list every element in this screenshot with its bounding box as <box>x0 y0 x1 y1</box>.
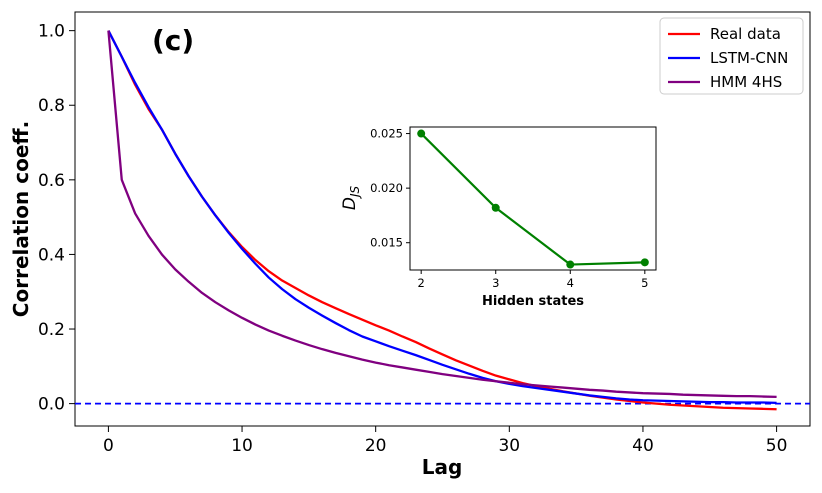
y-tick-label: 0.8 <box>38 96 65 116</box>
y-tick-label: 1.0 <box>38 22 65 42</box>
inset-y-axis: 0.015 0.020 0.025 <box>370 127 410 250</box>
main-series-group <box>107 30 777 411</box>
y-tick-label: 0.6 <box>38 171 65 191</box>
series-line-lstm-cnn <box>107 30 777 405</box>
main-x-axis: 0 10 20 30 40 50 <box>103 426 787 456</box>
inset-data-point <box>640 258 649 267</box>
legend: Real data LSTM-CNN HMM 4HS <box>659 17 804 95</box>
inset-x-tick-label: 2 <box>418 276 425 290</box>
inset-y-tick-label: 0.025 <box>370 127 403 141</box>
inset-y-axis-title-subscript: JS <box>348 185 362 199</box>
legend-label: Real data <box>710 25 781 43</box>
x-axis-title: Lag <box>422 455 463 479</box>
panel-label: (c) <box>152 24 194 57</box>
x-tick-label: 40 <box>632 436 654 456</box>
inset-series-group <box>417 129 649 269</box>
inset-data-point <box>566 260 575 269</box>
y-tick-label: 0.0 <box>38 395 65 415</box>
inset-x-tick-label: 4 <box>567 276 574 290</box>
y-tick-label: 0.2 <box>38 320 65 340</box>
legend-label: HMM 4HS <box>710 73 782 91</box>
inset-series-line <box>420 132 645 266</box>
x-tick-label: 10 <box>231 436 253 456</box>
inset-x-tick-label: 5 <box>641 276 648 290</box>
inset-data-point <box>491 203 500 212</box>
inset-y-axis-title-group: DJS <box>340 185 362 210</box>
x-tick-label: 20 <box>365 436 387 456</box>
series-line-hmm-4hs <box>107 30 777 399</box>
x-tick-label: 0 <box>103 436 114 456</box>
inset-y-axis-title-main: D <box>340 197 360 210</box>
inset-x-axis-title: Hidden states <box>482 294 584 309</box>
main-y-axis: 0.0 0.2 0.4 0.6 0.8 1.0 <box>38 22 75 415</box>
x-tick-label: 50 <box>766 436 788 456</box>
inset-plot-frame <box>409 126 657 271</box>
inset-y-tick-label: 0.015 <box>370 236 403 250</box>
legend-label: LSTM-CNN <box>710 49 788 67</box>
inset-x-tick-label: 3 <box>492 276 499 290</box>
inset-x-axis: 2 3 4 5 <box>418 270 648 290</box>
y-axis-title: Correlation coeff. <box>9 121 33 317</box>
y-tick-label: 0.4 <box>38 245 65 265</box>
inset-chart: 0.015 0.020 0.025 2 3 4 5 Hidden states DJS <box>340 126 657 309</box>
inset-data-point <box>417 129 426 138</box>
inset-y-axis-title: DJS <box>340 185 362 210</box>
legend-box <box>659 17 804 95</box>
x-tick-label: 30 <box>498 436 520 456</box>
inset-y-tick-label: 0.020 <box>370 181 403 195</box>
